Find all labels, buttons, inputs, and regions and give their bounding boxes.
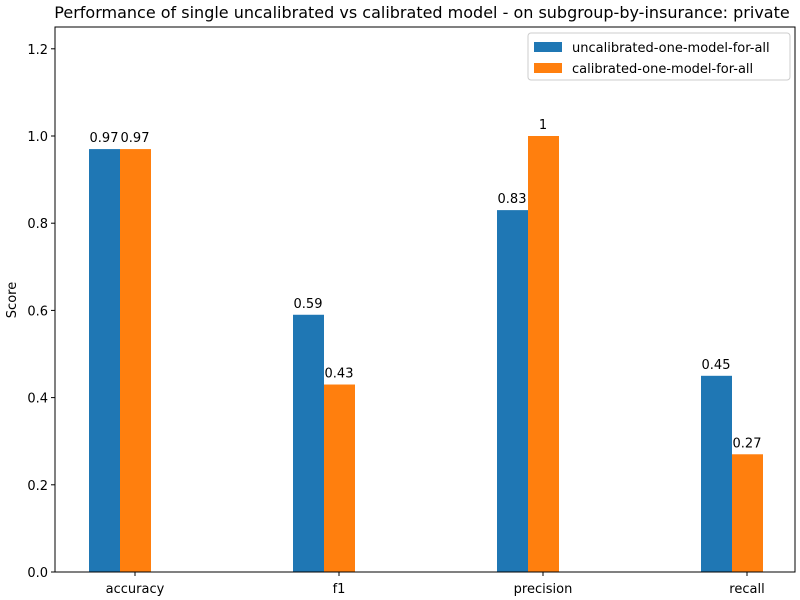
y-tick-label: 1.2 (27, 43, 48, 58)
data-label: 0.83 (498, 192, 527, 207)
data-label: 0.59 (294, 297, 323, 312)
data-label: 0.45 (702, 358, 731, 373)
bar-uncalibrated-one-model-for-all-accuracy (89, 149, 120, 572)
bar-calibrated-one-model-for-all-accuracy (120, 149, 151, 572)
y-tick-label: 0.8 (27, 217, 48, 232)
legend: uncalibrated-one-model-for-all calibrated… (527, 32, 791, 81)
legend-swatch (534, 42, 562, 52)
data-label: 1 (539, 118, 547, 133)
y-tick-label: 0.6 (27, 304, 48, 319)
y-axis-label: Score (5, 282, 20, 318)
legend-label: calibrated-one-model-for-all (572, 62, 753, 77)
x-tick-label: precision (514, 582, 573, 597)
y-tick-label: 1.0 (27, 130, 48, 145)
data-label: 0.97 (90, 131, 119, 146)
bar-uncalibrated-one-model-for-all-precision (497, 210, 528, 572)
bar-uncalibrated-one-model-for-all-f1 (293, 314, 324, 572)
y-tick-label: 0.0 (27, 566, 48, 581)
data-label: 0.27 (733, 436, 762, 451)
y-tick-label: 0.4 (27, 392, 48, 407)
data-label: 0.43 (325, 367, 354, 382)
plot-area: 0.97 0.97 0.59 0.43 0.83 1 0.45 0.27 (89, 118, 763, 572)
bar-calibrated-one-model-for-all-recall (732, 454, 763, 572)
y-axis: 0.0 0.2 0.4 0.6 0.8 1.0 1.2 (27, 43, 55, 581)
chart-title: Performance of single uncalibrated vs ca… (54, 3, 789, 22)
data-label: 0.97 (121, 131, 150, 146)
bar-uncalibrated-one-model-for-all-recall (701, 375, 732, 572)
legend-swatch (534, 63, 562, 73)
x-axis: accuracy f1 precision recall (106, 572, 765, 597)
bar-calibrated-one-model-for-all-f1 (324, 384, 355, 572)
y-tick-label: 0.2 (27, 479, 48, 494)
bar-calibrated-one-model-for-all-precision (528, 136, 559, 572)
plot-frame (54, 26, 796, 573)
x-tick-label: accuracy (106, 582, 165, 597)
x-tick-label: f1 (333, 582, 346, 597)
x-tick-label: recall (729, 582, 764, 597)
legend-box (527, 32, 791, 81)
legend-label: uncalibrated-one-model-for-all (572, 41, 770, 56)
